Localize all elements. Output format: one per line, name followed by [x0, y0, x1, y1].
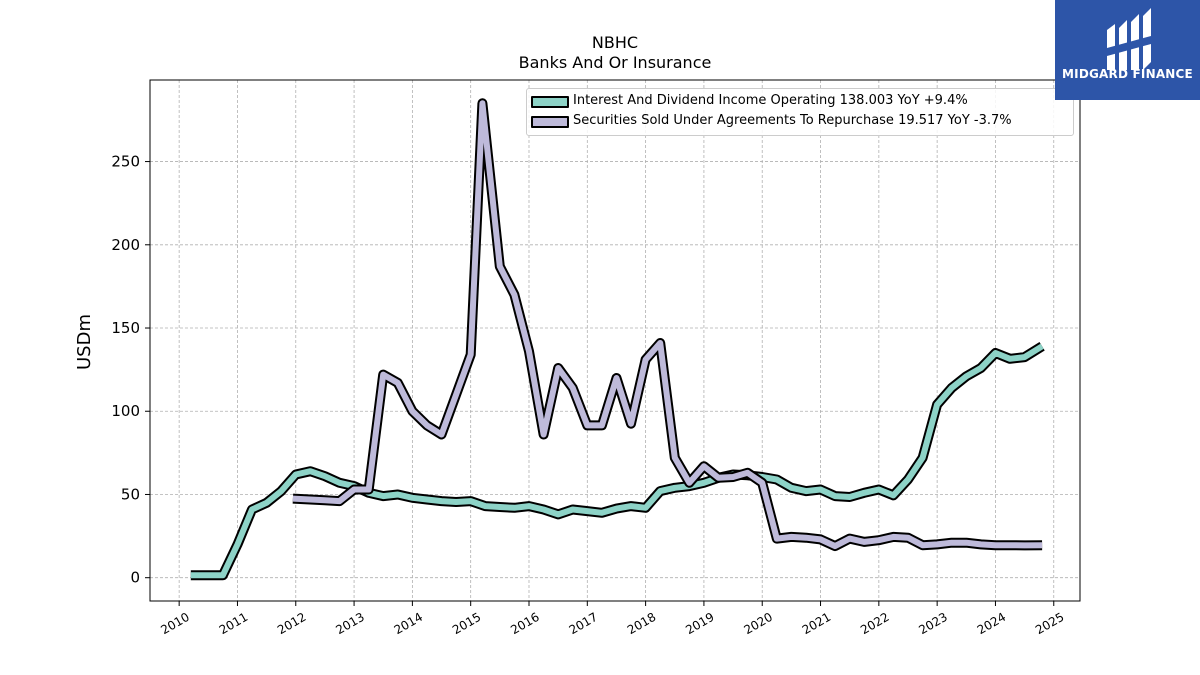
x-tick-label: 2022: [858, 610, 891, 637]
x-tick-label: 2023: [916, 610, 949, 637]
x-tick-label: 2011: [217, 610, 250, 637]
plot-area-frame: [149, 79, 1081, 602]
y-tick-label: 150: [111, 319, 140, 337]
legend-label-repurchase: Securities Sold Under Agreements To Repu…: [573, 113, 1012, 128]
y-tick-label: 250: [111, 153, 140, 171]
midgard-logo-icon: [1107, 8, 1151, 70]
chart-legend: Interest And Dividend Income Operating 1…: [526, 88, 1074, 136]
x-tick-label: 2016: [508, 610, 541, 637]
x-tick-label: 2014: [392, 610, 425, 637]
x-tick-label: 2019: [683, 610, 716, 637]
x-tick-label: 2012: [275, 610, 308, 637]
y-tick-label: 200: [111, 236, 140, 254]
y-tick-label: 100: [111, 402, 140, 420]
legend-swatch-repurchase: [531, 116, 569, 128]
series-line-repurchase: [292, 100, 1043, 550]
y-axis-label: USDm: [74, 314, 95, 370]
legend-item-repurchase: Securities Sold Under Agreements To Repu…: [527, 111, 1073, 131]
y-tick-label: 50: [121, 485, 140, 503]
legend-label-interest-income: Interest And Dividend Income Operating 1…: [573, 93, 968, 108]
series-outline-repurchase: [292, 98, 1043, 552]
brand-logo-text: MIDGARD FINANCE: [1062, 67, 1193, 81]
x-tick-label: 2013: [333, 610, 366, 637]
x-tick-label: 2024: [975, 610, 1008, 637]
y-tick-label: 0: [130, 569, 140, 587]
grid-lines: [150, 80, 1080, 601]
series-line-interest-income: [190, 343, 1044, 579]
x-tick-label: 2017: [567, 610, 600, 637]
legend-item-interest-income: Interest And Dividend Income Operating 1…: [527, 91, 1073, 111]
chart-subtitle: Banks And Or Insurance: [518, 53, 712, 72]
axes: 2010 2011 2012 2013 2014 2015 2016 2017 2018 2019…: [111, 153, 1066, 638]
series-lines: [190, 98, 1045, 581]
x-tick-label: 2010: [158, 610, 191, 637]
x-tick-label: 2020: [741, 610, 774, 637]
legend-swatch-interest-income: [531, 96, 569, 108]
x-tick-label: 2018: [625, 610, 658, 637]
x-tick-label: 2021: [800, 610, 833, 637]
x-tick-label: 2015: [450, 610, 483, 637]
chart-title: NBHC: [591, 33, 639, 52]
brand-logo: MIDGARD FINANCE: [1055, 0, 1200, 100]
x-tick-label: 2025: [1033, 610, 1066, 637]
